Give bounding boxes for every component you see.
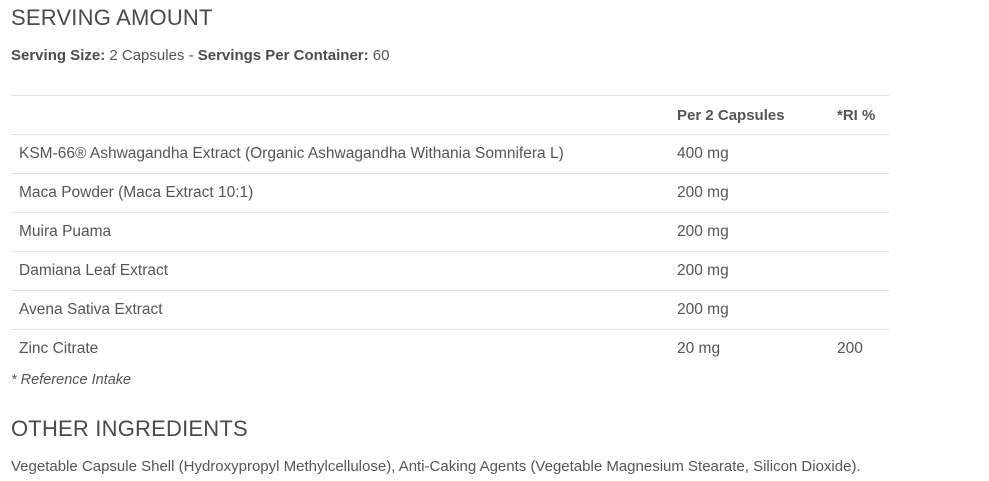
table-row: Maca Powder (Maca Extract 10:1) 200 mg: [11, 173, 889, 213]
cell-ri: [837, 134, 889, 174]
cell-amount: 20 mg: [677, 329, 837, 368]
cell-ri: [837, 251, 889, 291]
cell-ingredient: KSM-66® Ashwagandha Extract (Organic Ash…: [11, 134, 677, 174]
table-row: Damiana Leaf Extract 200 mg: [11, 251, 889, 291]
cell-amount: 200 mg: [677, 251, 837, 291]
serving-size-value: 2 Capsules -: [105, 47, 198, 64]
cell-ri: 200: [837, 329, 889, 368]
cell-ingredient: Muira Puama: [11, 212, 677, 252]
other-ingredients-text: Vegetable Capsule Shell (Hydroxypropyl M…: [11, 458, 861, 475]
serving-size-label: Serving Size:: [11, 47, 106, 64]
cell-amount: 400 mg: [677, 134, 837, 174]
header-ri: *RI %: [837, 95, 889, 135]
cell-amount: 200 mg: [677, 212, 837, 252]
cell-amount: 200 mg: [677, 290, 837, 330]
other-ingredients-heading: OTHER INGREDIENTS: [11, 416, 248, 441]
serving-info: Serving Size: 2 Capsules - Servings Per …: [11, 47, 390, 64]
table-row: Avena Sativa Extract 200 mg: [11, 290, 889, 330]
serving-amount-heading: SERVING AMOUNT: [11, 5, 213, 30]
cell-ingredient: Zinc Citrate: [11, 329, 677, 368]
cell-ingredient: Avena Sativa Extract: [11, 290, 677, 330]
header-ingredient: [11, 95, 677, 135]
cell-ri: [837, 173, 889, 213]
header-per-serving: Per 2 Capsules: [677, 95, 837, 135]
cell-ingredient: Maca Powder (Maca Extract 10:1): [11, 173, 677, 213]
table-row: Muira Puama 200 mg: [11, 212, 889, 252]
cell-amount: 200 mg: [677, 173, 837, 213]
cell-ri: [837, 212, 889, 252]
cell-ri: [837, 290, 889, 330]
nutrition-table: Per 2 Capsules *RI % KSM-66® Ashwagandha…: [11, 95, 889, 368]
servings-per-container-label: Servings Per Container:: [197, 47, 369, 64]
servings-per-container-value: 60: [368, 47, 390, 64]
table-header-row: Per 2 Capsules *RI %: [11, 95, 889, 135]
table-row: KSM-66® Ashwagandha Extract (Organic Ash…: [11, 134, 889, 174]
cell-ingredient: Damiana Leaf Extract: [11, 251, 677, 291]
table-row: Zinc Citrate 20 mg 200: [11, 329, 889, 368]
footnote: * Reference Intake: [11, 372, 132, 388]
